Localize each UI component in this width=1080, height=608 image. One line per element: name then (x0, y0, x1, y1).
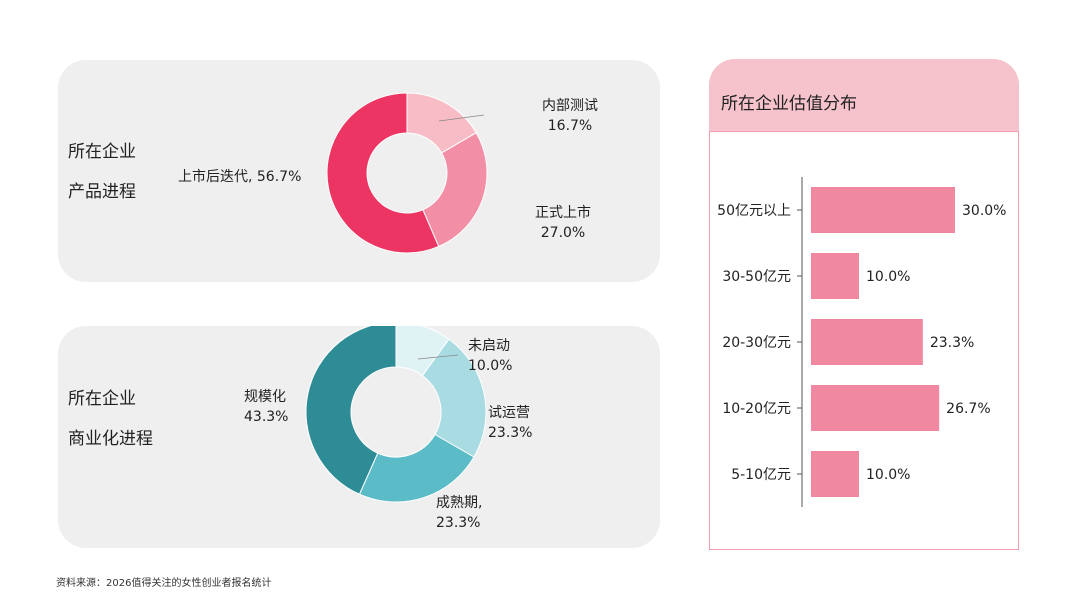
commercial-panel-title-line1: 所在企业 (68, 389, 136, 409)
slice-value-label: 23.3% (436, 515, 480, 531)
product-panel-title-line1: 所在企业 (68, 142, 136, 162)
slice-label: 成熟期, (436, 495, 482, 511)
category-label: 50亿元以上 (717, 203, 791, 219)
slice-value-label: 10.0% (468, 358, 512, 374)
bar-value-label: 26.7% (946, 401, 990, 417)
slice-label: 上市后迭代, 56.7% (178, 168, 301, 185)
valuation-bar (811, 319, 923, 365)
valuation-bar (811, 187, 955, 233)
product-panel-title-line2: 产品进程 (68, 182, 136, 202)
category-label: 30-50亿元 (722, 269, 791, 285)
bar-value-label: 10.0% (866, 269, 910, 285)
slice-label: 规模化 (244, 389, 286, 405)
valuation-card-body: 50亿元以上 30.0% 30-50亿元 10.0% 20-30亿元 23.3% 10-20… (709, 131, 1019, 550)
commercial-progress-donut-chart: 未启动 10.0% 试运营 23.3% 成熟期, 23.3% 规模化 43.3% (244, 326, 532, 531)
category-label: 20-30亿元 (722, 335, 791, 351)
valuation-distribution-card: 所在企业估值分布 50亿元以上 30.0% 30-50亿元 10.0% 20-30亿元 2… (709, 59, 1019, 550)
slice-label: 试运营 (488, 405, 530, 421)
valuation-bar (811, 451, 859, 497)
donut-slice (358, 433, 475, 503)
valuation-card-header: 所在企业估值分布 (709, 59, 1019, 131)
label-leader-line (417, 354, 459, 360)
product-progress-donut-chart: 内部测试 16.7% 正式上市 27.0% 上市后迭代, 56.7% (178, 92, 598, 254)
slice-label: 正式上市 (535, 204, 591, 221)
bar-value-label: 10.0% (866, 467, 910, 483)
source-footnote: 资料来源：2026值得关注的女性创业者报名统计 (56, 578, 272, 589)
donut-slice (421, 338, 487, 458)
slice-value-label: 27.0% (541, 225, 585, 241)
commercial-panel-title-line2: 商业化进程 (68, 429, 153, 449)
slice-value-label: 43.3% (244, 409, 288, 425)
label-leader-line (438, 114, 485, 122)
commercial-progress-panel: 所在企业 商业化进程 未启动 10.0% 试运营 23.3% 成熟期, 23.3% 规模化 4… (58, 326, 660, 548)
donut-slice (305, 326, 397, 495)
slice-label: 内部测试 (542, 98, 598, 114)
donut-slice (422, 132, 488, 248)
bar-value-label: 23.3% (930, 335, 974, 351)
slice-label: 未启动 (468, 338, 510, 354)
valuation-bar (811, 253, 859, 299)
category-label: 10-20亿元 (722, 401, 791, 417)
valuation-card-title: 所在企业估值分布 (721, 94, 857, 114)
donut-slice (326, 92, 440, 254)
category-label: 5-10亿元 (731, 467, 791, 483)
slice-value-label: 16.7% (548, 118, 592, 134)
slice-value-label: 23.3% (488, 425, 532, 441)
valuation-bar-chart: 50亿元以上 30.0% 30-50亿元 10.0% 20-30亿元 23.3% 10-20… (717, 177, 1006, 507)
bar-value-label: 30.0% (962, 203, 1006, 219)
product-progress-panel: 所在企业 产品进程 内部测试 16.7% 正式上市 27.0% 上市后迭代, 56.7% (58, 60, 660, 282)
valuation-bar (811, 385, 940, 431)
